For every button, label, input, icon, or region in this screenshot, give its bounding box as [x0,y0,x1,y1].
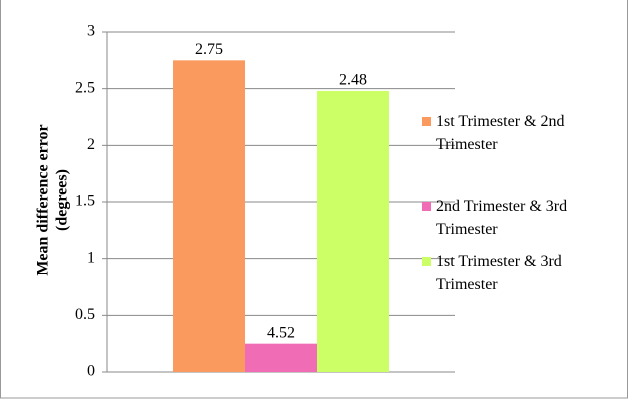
y-axis-label: Mean difference error [35,124,52,275]
bar [173,60,245,372]
legend-swatch [422,202,431,211]
legend-label: 2nd Trimester & 3rd Trimester [436,198,568,238]
y-axis-unit: (degrees) [54,169,71,231]
data-label: 2.48 [339,72,367,89]
legend-label: 1st Trimester & 3rd Trimester [436,253,562,293]
legend-swatch [422,117,431,126]
legend-entry: 2nd Trimester & 3rd Trimester [422,195,612,241]
y-tick-label: 3 [87,23,95,40]
bar [245,343,317,372]
y-tick-label: 2 [87,136,95,153]
annotation: 4.52 [267,324,295,341]
legend-label: 1st Trimester & 2nd Trimester [436,113,565,153]
y-tick-label: 0.5 [75,306,95,323]
legend-entry: 1st Trimester & 3rd Trimester [422,250,612,296]
y-tick-label: 0 [87,363,95,380]
y-tick-label: 2.5 [75,79,95,96]
data-label: 2.75 [195,41,223,58]
bar [317,90,389,372]
y-tick-label: 1 [87,249,95,266]
y-tick-label: 1.5 [75,193,95,210]
legend-swatch [422,257,431,266]
legend-entry: 1st Trimester & 2nd Trimester [422,110,612,156]
